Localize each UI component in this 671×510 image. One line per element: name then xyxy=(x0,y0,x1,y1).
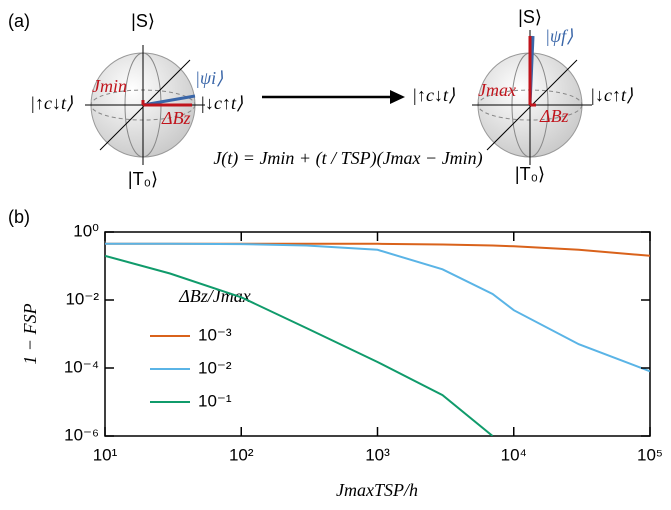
arrow xyxy=(262,90,405,104)
state-label: |↓c↑t⟩ xyxy=(590,85,633,105)
state-label: |T₀⟩ xyxy=(515,164,545,184)
state-label: |S⟩ xyxy=(131,11,155,31)
sphere-left xyxy=(85,45,205,165)
y-tick-label: 10⁰ xyxy=(73,221,99,240)
x-tick-label: 10³ xyxy=(365,445,390,464)
series-line xyxy=(105,242,650,373)
state-label: |↑c↓t⟩ xyxy=(30,93,73,113)
psi-label: |ψf⟩ xyxy=(545,26,573,46)
delta-label: ΔBz xyxy=(539,106,569,126)
sphere-right xyxy=(472,30,592,165)
state-label: |↓c↑t⟩ xyxy=(200,93,243,113)
y-tick-label: 10⁻⁴ xyxy=(64,357,99,376)
series-line xyxy=(105,254,494,436)
legend-label: 10⁻¹ xyxy=(198,391,232,410)
x-axis-label: JmaxTSP/h xyxy=(336,480,418,500)
formula: J(t) = Jmin + (t / TSP)(Jmax − Jmin) xyxy=(213,148,482,169)
x-tick-label: 10² xyxy=(229,445,254,464)
y-tick-label: 10⁻² xyxy=(65,289,99,308)
y-axis-label: 1 − FSP xyxy=(20,303,40,364)
psi-label: |ψi⟩ xyxy=(195,68,223,88)
legend-label: 10⁻² xyxy=(198,358,232,377)
state-label: |T₀⟩ xyxy=(128,169,158,189)
delta-label: ΔBz xyxy=(161,108,191,128)
plot-frame xyxy=(104,231,651,437)
state-label: |↑c↓t⟩ xyxy=(412,85,455,105)
x-tick-label: 10¹ xyxy=(93,445,118,464)
legend-label: 10⁻³ xyxy=(198,325,232,344)
x-tick-label: 10⁵ xyxy=(637,445,663,464)
j-label: Jmin xyxy=(92,76,127,96)
plot-area xyxy=(105,242,650,436)
panel-label: (b) xyxy=(8,207,30,227)
panel-label: (a) xyxy=(8,11,30,31)
legend-title: ΔBz/Jmax xyxy=(178,286,251,306)
y-tick-label: 10⁻⁶ xyxy=(64,425,99,444)
j-label: Jmax xyxy=(478,80,516,100)
x-tick-label: 10⁴ xyxy=(501,445,527,464)
state-label: |S⟩ xyxy=(518,7,542,27)
